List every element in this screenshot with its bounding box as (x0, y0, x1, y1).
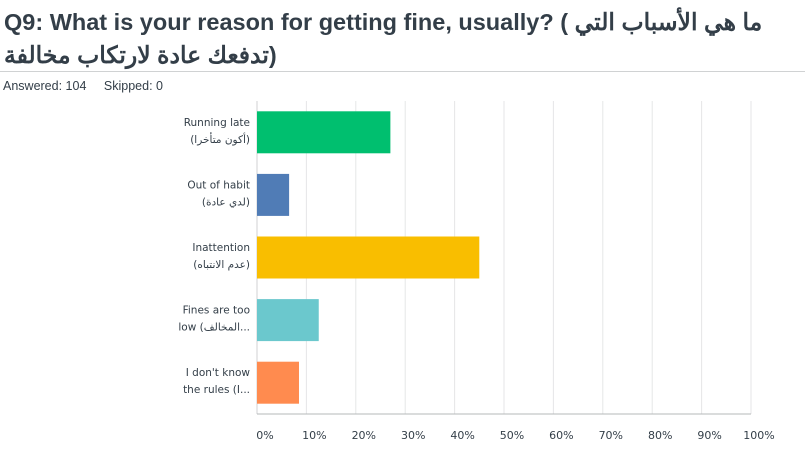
x-tick-label: 100% (743, 429, 774, 442)
x-tick-label: 50% (500, 429, 524, 442)
answered-label: Answered: (3, 79, 63, 93)
response-stats: Answered: 104 Skipped: 0 (3, 79, 163, 93)
answered-count: 104 (65, 79, 87, 93)
x-tick-label: 20% (352, 429, 376, 442)
bar-1 (257, 173, 290, 216)
question-title-area: Q9: What is your reason for getting fine… (4, 6, 802, 72)
category-label-1: Out of habit (187, 179, 250, 191)
x-tick-label: 80% (648, 429, 672, 442)
category-label-2: Inattention (192, 242, 250, 254)
category-label-0: Running late (184, 117, 250, 129)
category-label-2: (عدم الانتباه) (193, 259, 250, 271)
bar-2 (257, 236, 480, 279)
question-title: Q9: What is your reason for getting fine… (4, 9, 763, 68)
category-label-3: Fines are too (183, 305, 250, 317)
bar-3 (257, 299, 319, 342)
category-label-3: low (المخالف... (178, 322, 250, 334)
category-label-4: the rules (I... (183, 384, 250, 396)
skipped-label: Skipped: (103, 79, 153, 93)
x-tick-label: 90% (697, 429, 721, 442)
x-tick-label: 30% (401, 429, 425, 442)
bar-4 (257, 361, 299, 404)
x-tick-label: 10% (302, 429, 326, 442)
bar-0 (257, 111, 391, 154)
x-tick-label: 40% (450, 429, 474, 442)
category-label-0: (أكون متأخرا) (190, 132, 250, 146)
x-tick-label: 0% (256, 429, 273, 442)
x-tick-label: 60% (549, 429, 573, 442)
x-tick-label: 70% (599, 429, 623, 442)
skipped-count: 0 (156, 79, 163, 93)
category-label-1: (لدي عادة) (202, 196, 250, 208)
title-divider (0, 71, 805, 72)
category-label-4: I don't know (186, 367, 251, 379)
